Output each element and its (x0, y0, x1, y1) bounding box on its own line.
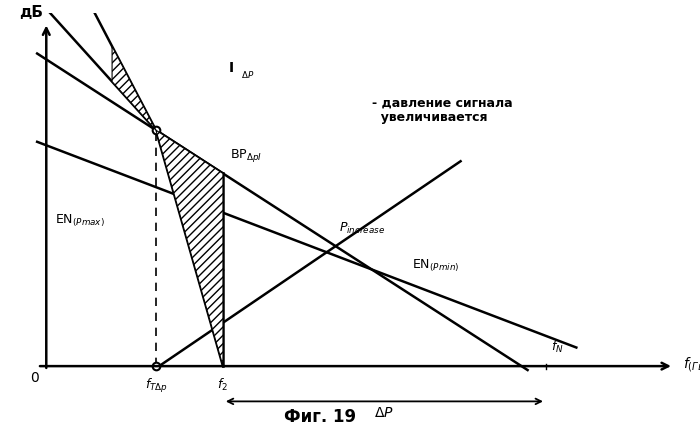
Text: BP$_{\Delta p I}$: BP$_{\Delta p I}$ (230, 147, 262, 164)
Text: $f_N$: $f_N$ (551, 339, 564, 355)
Text: $f_2$: $f_2$ (218, 377, 228, 393)
Text: EN$_{(Pmax)}$: EN$_{(Pmax)}$ (55, 213, 105, 229)
Text: - давление сигнала
  увеличивается: - давление сигнала увеличивается (372, 96, 513, 124)
Text: $\Delta P$: $\Delta P$ (374, 406, 394, 420)
Polygon shape (112, 46, 156, 130)
Text: I: I (229, 61, 234, 75)
Text: $f_{T\Delta p}$: $f_{T\Delta p}$ (144, 377, 167, 395)
Polygon shape (156, 130, 223, 366)
Text: 0: 0 (30, 371, 39, 385)
Text: $P_{increase}$: $P_{increase}$ (339, 221, 385, 236)
Text: Фиг. 19: Фиг. 19 (284, 408, 356, 426)
Text: $_{\Delta P}$: $_{\Delta P}$ (241, 68, 255, 81)
Text: EN$_{(Pmin)}$: EN$_{(Pmin)}$ (412, 257, 459, 274)
Text: дБ: дБ (19, 4, 43, 20)
Text: $f_{(Гц)}$: $f_{(Гц)}$ (683, 355, 700, 374)
